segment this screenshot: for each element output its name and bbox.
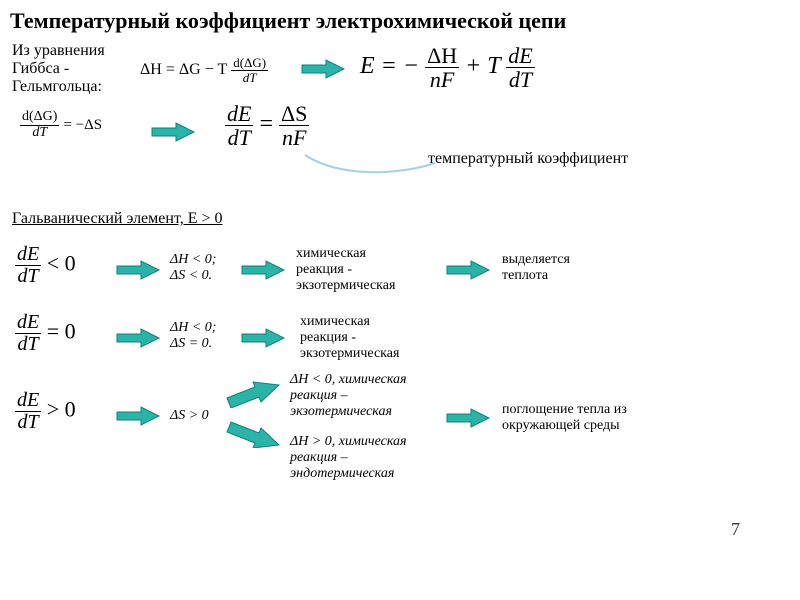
formula-dgds: d(ΔG) dT = −ΔS	[20, 110, 102, 140]
cond-c4b: ΔH > 0, химическая реакция – эндотермиче…	[290, 434, 407, 482]
E-mid: + T	[465, 53, 500, 79]
case-lt0: dE dT < 0	[15, 244, 76, 287]
E-pre: E = −	[360, 53, 419, 79]
arrow-up-icon	[225, 380, 281, 408]
section-galvanic: Гальванический элемент, E > 0	[12, 210, 223, 228]
gh-num: d(ΔG)	[231, 56, 268, 70]
formula-main-E: E = − ΔH nF + T dE dT	[360, 44, 535, 91]
result-exo-2: химическая реакция - экзотермическая	[300, 314, 399, 362]
formula-gibbs-helm: ΔH = ΔG − T d(ΔG) dT	[140, 56, 268, 84]
arrow-icon	[300, 57, 346, 81]
case-eq0: dE dT = 0	[15, 312, 76, 355]
cond-c1: ΔH < 0; ΔS < 0.	[170, 252, 216, 284]
result-heat-out: выделяется теплота	[502, 252, 570, 284]
formula-dedt-ds: dE dT = ΔS nF	[225, 102, 309, 149]
E-f2n: dE	[506, 44, 534, 67]
cond-c4a: ΔH < 0, химическая реакция – экзотермиче…	[290, 372, 407, 420]
case-gt0: dE dT > 0	[15, 390, 76, 433]
dedts-f2d: nF	[279, 125, 309, 149]
page-number: 7	[731, 519, 740, 540]
temp-coef-label: температурный коэффициент	[428, 150, 628, 168]
arrow-icon	[240, 326, 286, 350]
arrow-icon	[115, 326, 161, 350]
arrow-down-icon	[225, 420, 281, 448]
dedts-f2n: ΔS	[279, 102, 309, 125]
gh-den: dT	[231, 70, 268, 85]
page-title: Температурный коэффициент электрохимичес…	[10, 8, 790, 34]
gh-lhs: ΔH = ΔG − T	[140, 61, 227, 78]
cond-c3: ΔS > 0	[170, 408, 209, 424]
E-f2d: dT	[506, 67, 534, 91]
E-f1n: ΔH	[425, 44, 459, 67]
dgds-den: dT	[20, 125, 59, 141]
intro-label: Из уравнения Гиббса - Гельмгольца:	[12, 42, 105, 96]
curve-underline	[300, 150, 440, 180]
arrow-icon	[115, 258, 161, 282]
arrow-icon	[240, 258, 286, 282]
arrow-icon	[445, 258, 491, 282]
dedts-f1n: dE	[225, 102, 253, 125]
E-f1d: nF	[425, 67, 459, 91]
result-exo-1: химическая реакция - экзотермическая	[296, 246, 395, 294]
dedts-f1d: dT	[225, 125, 253, 149]
cond-c2: ΔH < 0; ΔS = 0.	[170, 320, 216, 352]
arrow-icon	[115, 404, 161, 428]
dgds-num: d(ΔG)	[20, 110, 59, 125]
result-heat-in: поглощение тепла из окружающей среды	[502, 402, 627, 434]
arrow-icon	[445, 406, 491, 430]
arrow-icon	[150, 120, 196, 144]
dgds-rhs: = −ΔS	[63, 117, 102, 133]
dedts-eq: =	[259, 111, 279, 137]
